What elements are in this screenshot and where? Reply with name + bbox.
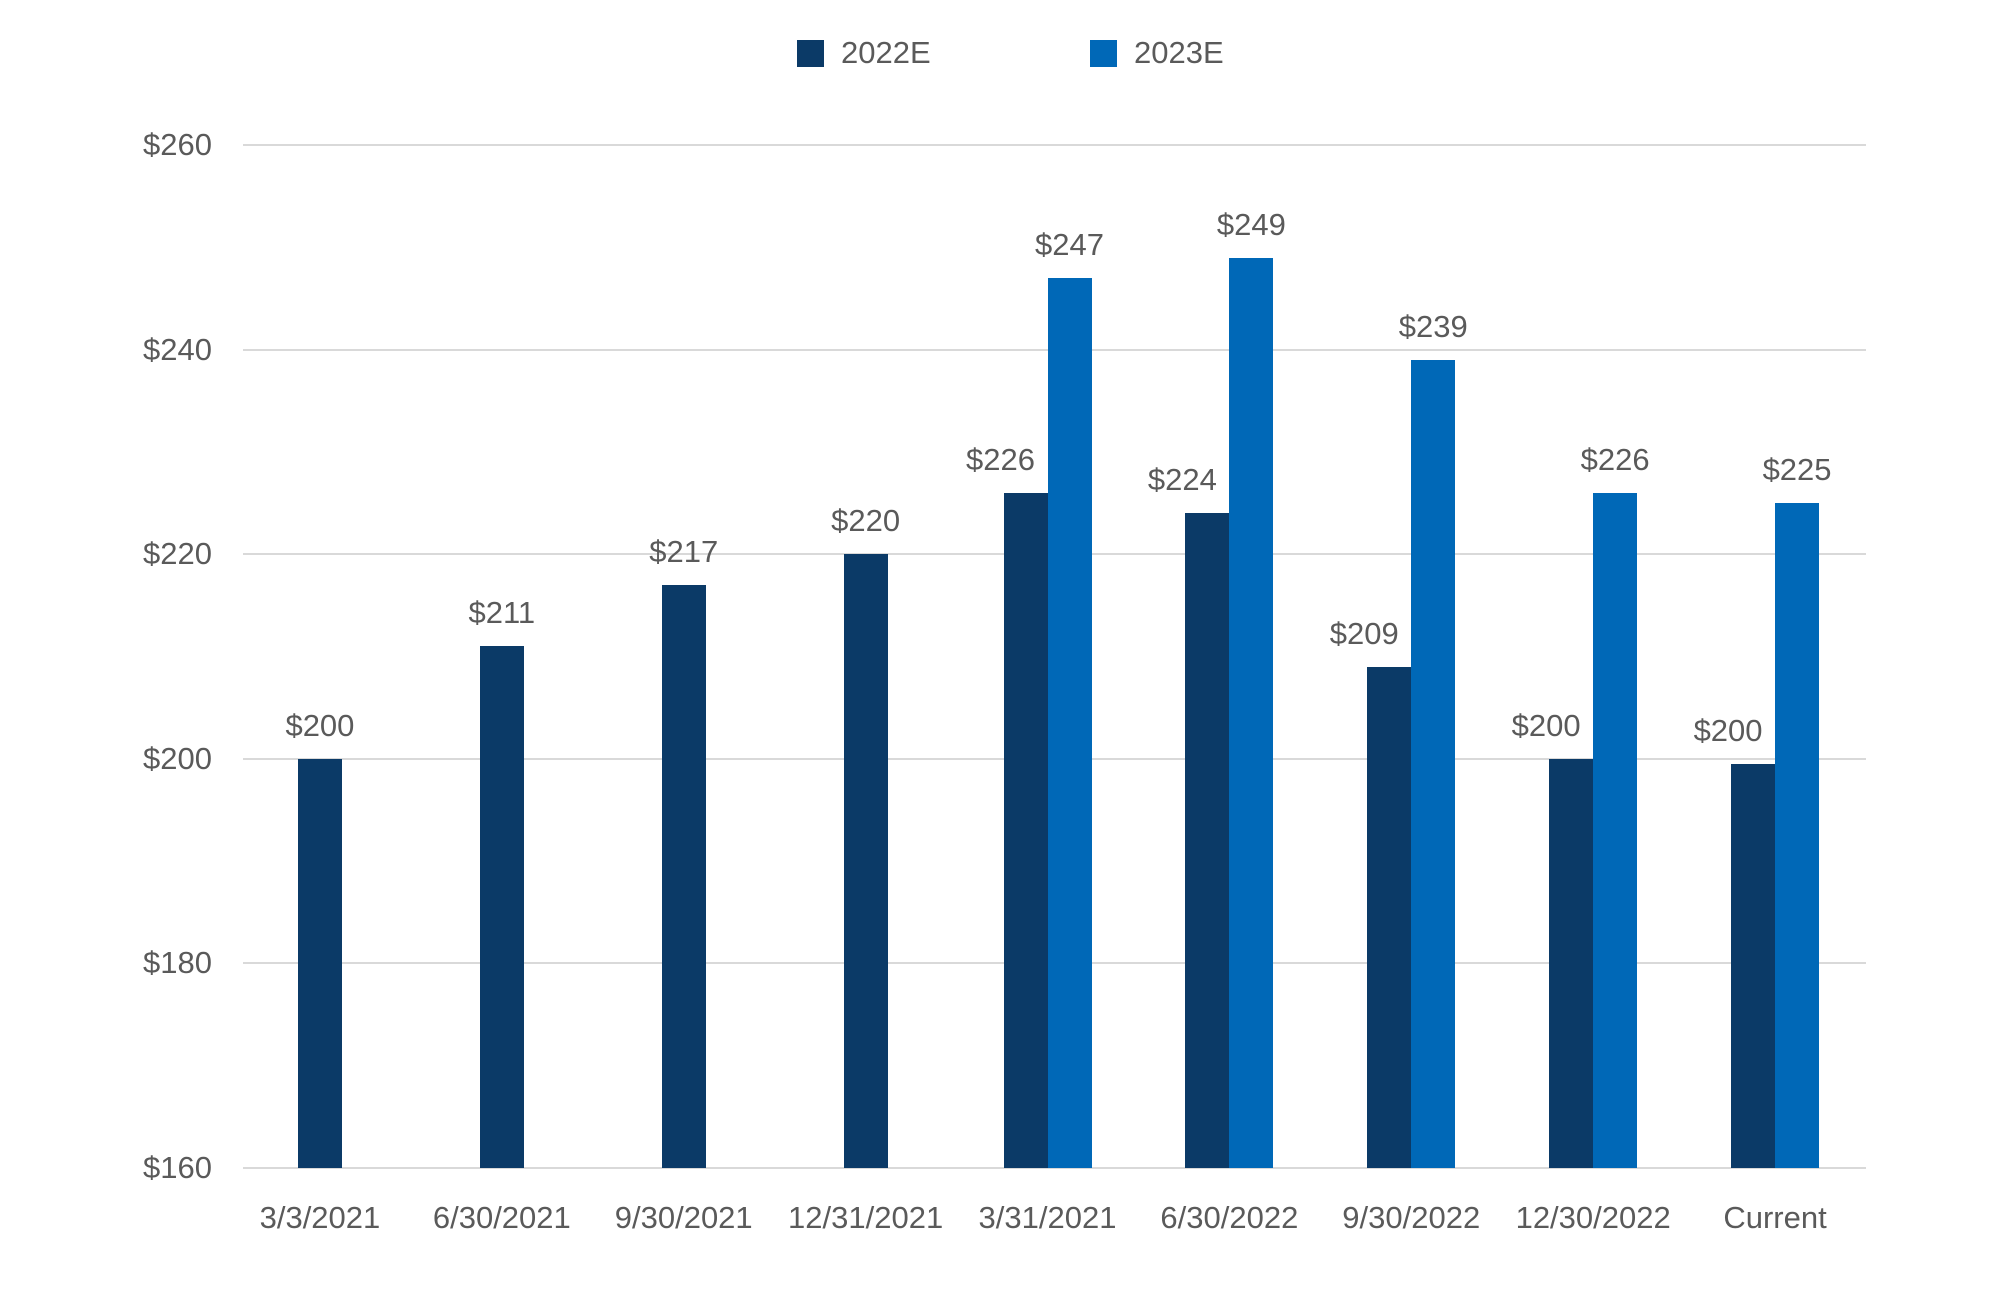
legend-swatch-2023e-icon bbox=[1090, 39, 1117, 67]
x-tick-label: 6/30/2021 bbox=[432, 1200, 571, 1235]
y-tick-label: $240 bbox=[143, 331, 212, 367]
bar-2022e bbox=[1003, 492, 1048, 1168]
x-tick-label: 3/31/2021 bbox=[978, 1200, 1117, 1235]
legend-label-2023e: 2023E bbox=[1134, 35, 1224, 70]
legend-swatch-2022e-icon bbox=[797, 39, 824, 67]
y-tick-label: $220 bbox=[143, 536, 212, 572]
bar-value-label: $220 bbox=[831, 503, 901, 539]
bar-value-label: $247 bbox=[1035, 227, 1104, 262]
x-tick-label: 12/31/2021 bbox=[788, 1200, 944, 1235]
bar-2022e bbox=[1731, 763, 1776, 1168]
bar-value-label: $200 bbox=[1511, 707, 1581, 743]
bar-2023e bbox=[1411, 359, 1456, 1168]
x-tick-label: Current bbox=[1723, 1200, 1827, 1235]
bar-2022e bbox=[843, 554, 888, 1168]
gridline bbox=[243, 144, 1866, 146]
bar-value-label: $217 bbox=[649, 533, 719, 569]
bar-2023e bbox=[1593, 492, 1638, 1168]
x-tick-label: 3/3/2021 bbox=[259, 1200, 381, 1235]
bar-2022e bbox=[479, 646, 524, 1168]
y-tick-label: $260 bbox=[143, 127, 212, 162]
bar-2023e bbox=[1775, 503, 1820, 1168]
bar-value-label: $224 bbox=[1147, 462, 1217, 498]
y-tick-label: $180 bbox=[143, 945, 212, 981]
bar-value-label: $226 bbox=[966, 441, 1035, 477]
bar-value-label: $239 bbox=[1398, 308, 1468, 344]
y-tick-label: $160 bbox=[143, 1150, 212, 1185]
bar-2022e bbox=[1185, 513, 1230, 1168]
y-tick-label: $200 bbox=[143, 740, 212, 776]
bar-value-label: $225 bbox=[1762, 452, 1832, 488]
bar-2023e bbox=[1229, 257, 1274, 1168]
bar-value-label: $249 bbox=[1216, 206, 1286, 242]
bar-2022e bbox=[1549, 758, 1594, 1168]
bar-value-label: $211 bbox=[468, 595, 536, 631]
x-tick-label: 6/30/2022 bbox=[1160, 1200, 1299, 1235]
bar-2022e bbox=[1367, 666, 1412, 1168]
bar-2022e bbox=[661, 584, 706, 1168]
legend-item-2023e: 2023E bbox=[1090, 35, 1224, 70]
x-tick-label: 9/30/2022 bbox=[1342, 1200, 1481, 1235]
x-tick-label: 9/30/2021 bbox=[614, 1200, 753, 1235]
bar-value-label: $209 bbox=[1329, 615, 1399, 651]
plot-area: $200 $211 $217 $220 $226 $247 $224 $249 $209 $239… bbox=[229, 144, 1866, 1169]
bar-value-label: $200 bbox=[285, 707, 355, 743]
x-tick-label: 12/30/2022 bbox=[1515, 1200, 1671, 1235]
legend-label-2022e: 2022E bbox=[841, 35, 931, 70]
bar-2023e bbox=[1047, 278, 1092, 1168]
gridline bbox=[243, 1167, 1866, 1169]
bar-value-label: $226 bbox=[1580, 441, 1650, 477]
bar-value-label: $200 bbox=[1693, 712, 1763, 748]
legend-item-2022e: 2022E bbox=[797, 35, 931, 70]
bar-2022e bbox=[297, 758, 342, 1168]
